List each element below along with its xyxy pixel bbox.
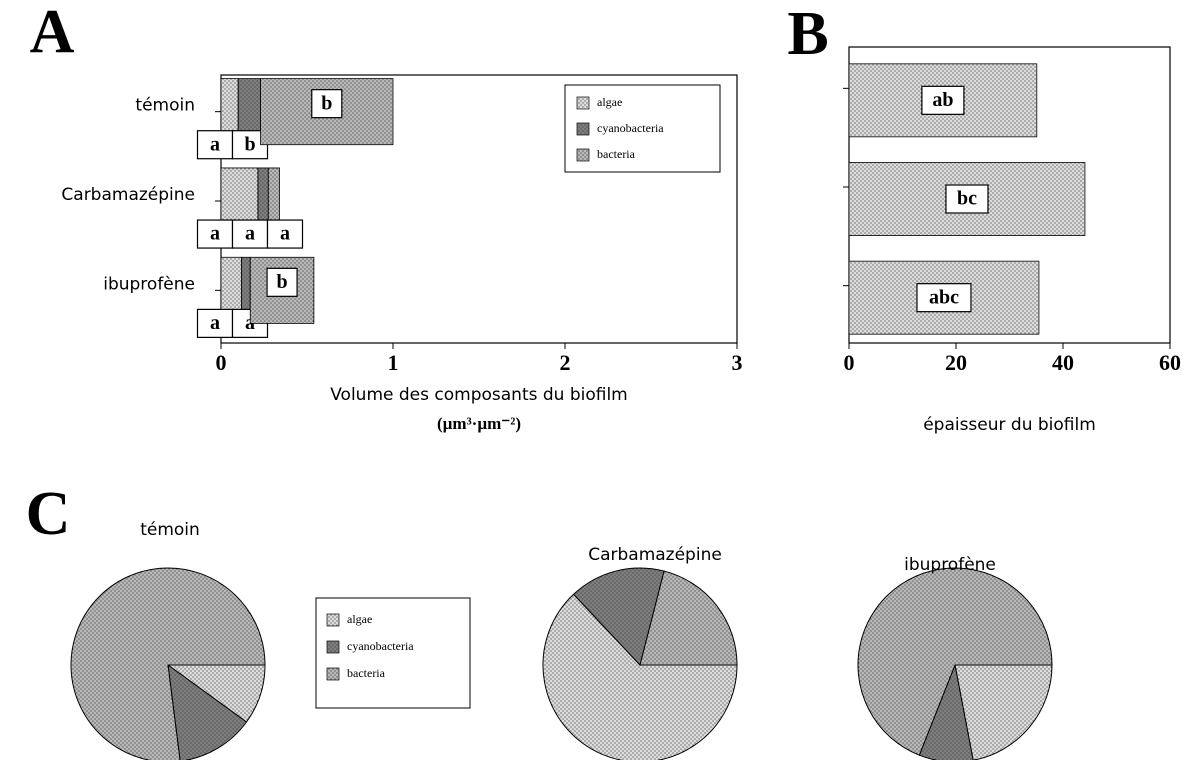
pie-slice	[954, 664, 1053, 760]
x-tick-label: 3	[732, 350, 743, 375]
x-tick-label: 2	[560, 350, 571, 375]
pie-slice	[542, 593, 738, 760]
letter: a	[280, 223, 290, 245]
panel-label: A	[30, 0, 75, 66]
letter: a	[245, 223, 255, 245]
legend-label: cyanobacteria	[347, 639, 414, 653]
legend-swatch	[576, 122, 590, 136]
letter: abc	[929, 286, 959, 308]
letter-box	[196, 219, 234, 249]
letter: a	[210, 223, 220, 245]
legend-swatch	[326, 613, 340, 627]
panel-label: C	[26, 480, 71, 548]
letter-box	[231, 219, 269, 249]
x-axis-unit: (µm³·µm⁻²)	[437, 414, 521, 433]
letter-box	[945, 184, 989, 214]
legend-label: cyanobacteria	[597, 121, 664, 135]
x-tick-label: 0	[216, 350, 227, 375]
letter-box	[196, 130, 234, 160]
letter: b	[276, 271, 287, 293]
x-tick-label: 1	[388, 350, 399, 375]
letter-box	[196, 308, 234, 338]
x-tick-label: 20	[945, 350, 967, 375]
legend-swatch	[326, 640, 340, 654]
legend-box	[315, 597, 471, 709]
x-tick-label: 0	[844, 350, 855, 375]
pie-title: ibuprofène	[904, 555, 996, 575]
letter: a	[210, 133, 220, 155]
legend-label: algae	[597, 95, 622, 109]
legend-label: algae	[347, 612, 372, 626]
letter: ab	[932, 89, 953, 111]
letter-box	[311, 89, 343, 119]
y-tick-label: témoin	[135, 96, 195, 116]
x-tick-label: 60	[1159, 350, 1181, 375]
legend-swatch	[326, 667, 340, 681]
legend-swatch	[576, 148, 590, 162]
pie-slice	[70, 567, 266, 760]
x-axis-label: épaisseur du biofilm	[923, 415, 1096, 435]
letter-box	[266, 267, 298, 297]
pie-title: témoin	[140, 520, 200, 540]
legend-label: bacteria	[347, 666, 386, 680]
x-tick-label: 40	[1052, 350, 1074, 375]
pie-title: Carbamazépine	[588, 545, 722, 565]
letter: b	[244, 133, 255, 155]
pie-slice	[639, 570, 738, 666]
y-tick-label: Carbamazépine	[61, 185, 195, 205]
legend-label: bacteria	[597, 147, 636, 161]
panel-label: B	[787, 0, 828, 68]
pie-slice	[572, 567, 665, 667]
legend-box	[564, 84, 721, 173]
y-tick-label: ibuprofène	[103, 274, 195, 294]
letter-box	[916, 283, 972, 313]
letter: a	[210, 312, 220, 334]
letter: bc	[957, 188, 977, 210]
letter: b	[321, 92, 332, 114]
x-axis-label: Volume des composants du biofilm	[330, 385, 628, 405]
legend-swatch	[576, 96, 590, 110]
pie-slice	[857, 567, 1053, 756]
letter-box	[921, 85, 965, 115]
pie-slice	[167, 663, 248, 760]
letter-box	[266, 219, 304, 249]
